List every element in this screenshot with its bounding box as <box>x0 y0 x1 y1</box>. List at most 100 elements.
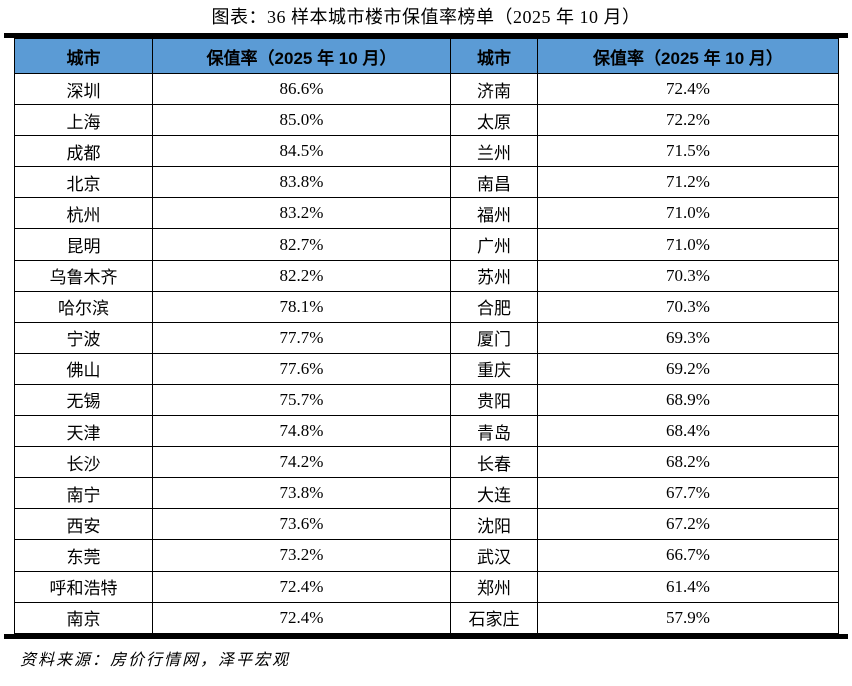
figure-title: 图表：36 样本城市楼市保值率榜单（2025 年 10 月） <box>211 7 641 27</box>
city-cell-right: 福州 <box>450 197 538 230</box>
table-row: 杭州 83.2% 福州 71.0% <box>14 197 839 230</box>
value-retention-table: 城市 保值率（2025 年 10 月） 城市 保值率（2025 年 10 月） … <box>14 38 839 634</box>
source-note: 资料来源：房价行情网，泽平宏观 <box>20 651 291 669</box>
table-row: 南京 72.4% 石家庄 57.9% <box>14 601 839 634</box>
table-row: 北京 83.8% 南昌 71.2% <box>14 166 839 199</box>
city-cell-left: 上海 <box>14 104 153 137</box>
city-cell-left: 佛山 <box>14 352 153 385</box>
city-cell-right: 青岛 <box>450 415 538 448</box>
city-cell-right: 苏州 <box>450 259 538 292</box>
rate-cell-right: 68.9% <box>537 383 839 417</box>
city-cell-left: 东莞 <box>14 539 153 572</box>
col-header-city-right: 城市 <box>450 38 538 74</box>
city-cell-left: 乌鲁木齐 <box>14 259 153 292</box>
rate-cell-left: 83.8% <box>152 166 451 199</box>
city-cell-right: 重庆 <box>450 352 538 385</box>
table-row: 上海 85.0% 太原 72.2% <box>14 104 839 137</box>
city-cell-left: 无锡 <box>14 383 153 417</box>
table-row: 宁波 77.7% 厦门 69.3% <box>14 321 839 354</box>
city-cell-right: 沈阳 <box>450 508 538 541</box>
rate-cell-right: 71.2% <box>537 166 839 199</box>
city-cell-left: 天津 <box>14 415 153 448</box>
city-cell-left: 西安 <box>14 508 153 541</box>
table-row: 西安 73.6% 沈阳 67.2% <box>14 508 839 541</box>
rate-cell-right: 72.2% <box>537 104 839 137</box>
rate-cell-right: 72.4% <box>537 72 839 106</box>
rate-cell-left: 74.2% <box>152 446 451 479</box>
city-cell-right: 长春 <box>450 446 538 479</box>
city-cell-right: 合肥 <box>450 290 538 323</box>
city-cell-left: 昆明 <box>14 228 153 261</box>
table-row: 东莞 73.2% 武汉 66.7% <box>14 539 839 572</box>
table-row: 成都 84.5% 兰州 71.5% <box>14 135 839 168</box>
city-cell-left: 深圳 <box>14 72 153 106</box>
rate-cell-left: 77.6% <box>152 352 451 385</box>
table-body: 深圳 86.6% 济南 72.4% 上海 85.0% 太原 72.2% 成都 8… <box>14 72 839 634</box>
table-row: 南宁 73.8% 大连 67.7% <box>14 477 839 510</box>
table-row: 长沙 74.2% 长春 68.2% <box>14 446 839 479</box>
city-cell-left: 杭州 <box>14 197 153 230</box>
table-row: 乌鲁木齐 82.2% 苏州 70.3% <box>14 259 839 292</box>
rate-cell-left: 73.8% <box>152 477 451 510</box>
rate-cell-right: 71.5% <box>537 135 839 168</box>
table-row: 佛山 77.6% 重庆 69.2% <box>14 352 839 385</box>
table-container: 城市 保值率（2025 年 10 月） 城市 保值率（2025 年 10 月） … <box>4 33 848 639</box>
rate-cell-right: 71.0% <box>537 228 839 261</box>
city-cell-right: 济南 <box>450 72 538 106</box>
city-cell-left: 成都 <box>14 135 153 168</box>
table-row: 无锡 75.7% 贵阳 68.9% <box>14 383 839 417</box>
rate-cell-left: 74.8% <box>152 415 451 448</box>
rate-cell-left: 72.4% <box>152 570 451 603</box>
rate-cell-left: 78.1% <box>152 290 451 323</box>
rate-cell-left: 82.7% <box>152 228 451 261</box>
rate-cell-left: 82.2% <box>152 259 451 292</box>
rate-cell-right: 57.9% <box>537 601 839 634</box>
rate-cell-right: 68.4% <box>537 415 839 448</box>
city-cell-left: 哈尔滨 <box>14 290 153 323</box>
col-header-rate-right: 保值率（2025 年 10 月） <box>537 38 839 74</box>
rate-cell-right: 67.2% <box>537 508 839 541</box>
city-cell-right: 南昌 <box>450 166 538 199</box>
rate-cell-right: 67.7% <box>537 477 839 510</box>
rate-cell-left: 73.6% <box>152 508 451 541</box>
city-cell-left: 宁波 <box>14 321 153 354</box>
city-cell-right: 大连 <box>450 477 538 510</box>
rate-cell-right: 70.3% <box>537 259 839 292</box>
rate-cell-right: 70.3% <box>537 290 839 323</box>
city-cell-left: 呼和浩特 <box>14 570 153 603</box>
table-row: 深圳 86.6% 济南 72.4% <box>14 72 839 106</box>
table-row: 天津 74.8% 青岛 68.4% <box>14 415 839 448</box>
city-cell-left: 南京 <box>14 601 153 634</box>
rate-cell-left: 73.2% <box>152 539 451 572</box>
city-cell-left: 长沙 <box>14 446 153 479</box>
rate-cell-left: 75.7% <box>152 383 451 417</box>
col-header-city-left: 城市 <box>14 38 153 74</box>
rate-cell-left: 83.2% <box>152 197 451 230</box>
col-header-rate-left: 保值率（2025 年 10 月） <box>152 38 451 74</box>
rate-cell-right: 61.4% <box>537 570 839 603</box>
city-cell-right: 厦门 <box>450 321 538 354</box>
city-cell-left: 南宁 <box>14 477 153 510</box>
rate-cell-right: 69.3% <box>537 321 839 354</box>
city-cell-right: 广州 <box>450 228 538 261</box>
header-row: 城市 保值率（2025 年 10 月） 城市 保值率（2025 年 10 月） <box>14 38 839 74</box>
city-cell-right: 石家庄 <box>450 601 538 634</box>
rate-cell-right: 66.7% <box>537 539 839 572</box>
table-row: 呼和浩特 72.4% 郑州 61.4% <box>14 570 839 603</box>
table-row: 昆明 82.7% 广州 71.0% <box>14 228 839 261</box>
rate-cell-left: 77.7% <box>152 321 451 354</box>
table-row: 哈尔滨 78.1% 合肥 70.3% <box>14 290 839 323</box>
city-cell-right: 兰州 <box>450 135 538 168</box>
city-cell-right: 武汉 <box>450 539 538 572</box>
rate-cell-left: 84.5% <box>152 135 451 168</box>
rate-cell-right: 71.0% <box>537 197 839 230</box>
rate-cell-left: 86.6% <box>152 72 451 106</box>
city-cell-left: 北京 <box>14 166 153 199</box>
city-cell-right: 贵阳 <box>450 383 538 417</box>
rate-cell-left: 72.4% <box>152 601 451 634</box>
rate-cell-right: 69.2% <box>537 352 839 385</box>
rate-cell-right: 68.2% <box>537 446 839 479</box>
city-cell-right: 太原 <box>450 104 538 137</box>
city-cell-right: 郑州 <box>450 570 538 603</box>
